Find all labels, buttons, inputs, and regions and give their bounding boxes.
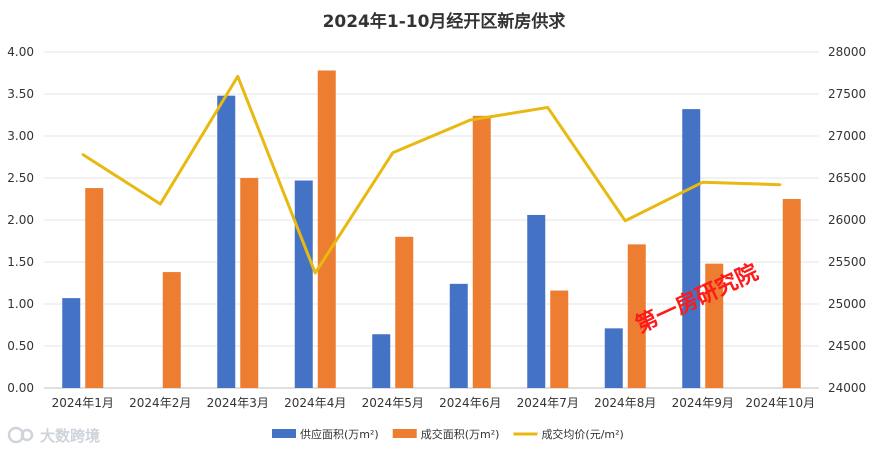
price-point — [624, 219, 627, 223]
right-tick-label: 25500 — [828, 255, 866, 269]
category-label: 2024年9月 — [672, 396, 734, 410]
legend-label: 成交均价(元/m²) — [541, 427, 623, 441]
left-tick-label: 1.50 — [7, 255, 34, 269]
category-label: 2024年8月 — [594, 396, 656, 410]
legend-label: 成交面积(万m²) — [421, 427, 500, 441]
category-labels: 2024年1月 2024年2月 2024年3月 2024年4月 2024年5月 2024年… — [52, 396, 816, 410]
bar-sales — [240, 178, 259, 388]
category-label: 2024年3月 — [207, 396, 269, 410]
bar-sales — [85, 188, 104, 388]
price-point — [81, 153, 84, 156]
price-point — [779, 183, 782, 186]
right-tick-label: 27000 — [828, 129, 866, 143]
right-tick-label: 26500 — [828, 171, 866, 185]
category-label: 2024年1月 — [52, 396, 114, 410]
bar-sales — [472, 115, 491, 388]
right-tick-label: 27500 — [828, 87, 866, 101]
bar-supply — [217, 95, 236, 389]
left-tick-label: 3.00 — [7, 129, 34, 143]
bar-supply — [62, 298, 81, 388]
category-label: 2024年6月 — [439, 396, 501, 410]
legend-label: 供应面积(万m²) — [300, 427, 379, 441]
bar-sales — [550, 290, 569, 388]
bar-sales — [627, 244, 646, 388]
price-point — [546, 106, 549, 109]
left-tick-label: 4.00 — [7, 45, 34, 59]
right-tick-label: 24500 — [828, 339, 866, 353]
price-point — [391, 151, 394, 154]
price-point — [236, 75, 239, 78]
bar-sales — [782, 199, 801, 388]
price-line — [81, 74, 782, 275]
left-tick-label: 2.00 — [7, 213, 34, 227]
legend-swatch — [392, 429, 417, 438]
category-label: 2024年10月 — [745, 396, 815, 410]
category-label: 2024年4月 — [284, 396, 346, 410]
legend: 供应面积(万m²) 成交面积(万m²) 成交均价(元/m²) — [272, 427, 624, 441]
category-label: 2024年7月 — [517, 396, 579, 410]
grid-lines — [44, 51, 819, 389]
price-point — [314, 271, 317, 275]
right-tick-label: 26000 — [828, 213, 866, 227]
brand-logo-icon — [7, 426, 34, 444]
right-tick-label: 28000 — [828, 45, 866, 59]
bar-sales — [162, 272, 181, 388]
bar-supply — [372, 334, 391, 388]
price-line-path — [81, 74, 781, 275]
bar-sales — [317, 70, 336, 388]
bar-sales — [395, 236, 414, 388]
bar-supply — [449, 283, 468, 388]
left-tick-label: 3.50 — [7, 87, 34, 101]
category-label: 2024年5月 — [362, 396, 424, 410]
right-tick-label: 24000 — [828, 381, 866, 395]
left-tick-label: 2.50 — [7, 171, 34, 185]
right-tick-label: 25000 — [828, 297, 866, 311]
left-axis-ticks: 0.00 0.50 1.00 1.50 2.00 2.50 3.00 3.50 4.00 — [7, 45, 34, 395]
category-label: 2024年2月 — [129, 396, 191, 410]
left-tick-label: 0.50 — [7, 339, 34, 353]
right-axis-ticks: 24000 24500 25000 25500 26000 26500 27000 27500… — [828, 45, 866, 395]
bar-supply — [294, 180, 313, 388]
bar-supply — [682, 109, 701, 389]
price-point — [159, 202, 162, 206]
bar-supply — [604, 328, 623, 388]
price-point — [701, 181, 704, 184]
brand-logo: 大数跨境 — [7, 426, 100, 445]
chart-title: 2024年1-10月经开区新房供求 — [323, 11, 566, 32]
left-tick-label: 0.00 — [7, 381, 34, 395]
bars — [62, 70, 801, 389]
bar-sales — [705, 263, 724, 388]
brand-logo-text: 大数跨境 — [40, 427, 100, 445]
bar-supply — [527, 214, 546, 388]
legend-swatch — [272, 429, 296, 438]
price-point — [469, 118, 472, 122]
left-tick-label: 1.00 — [7, 297, 34, 311]
